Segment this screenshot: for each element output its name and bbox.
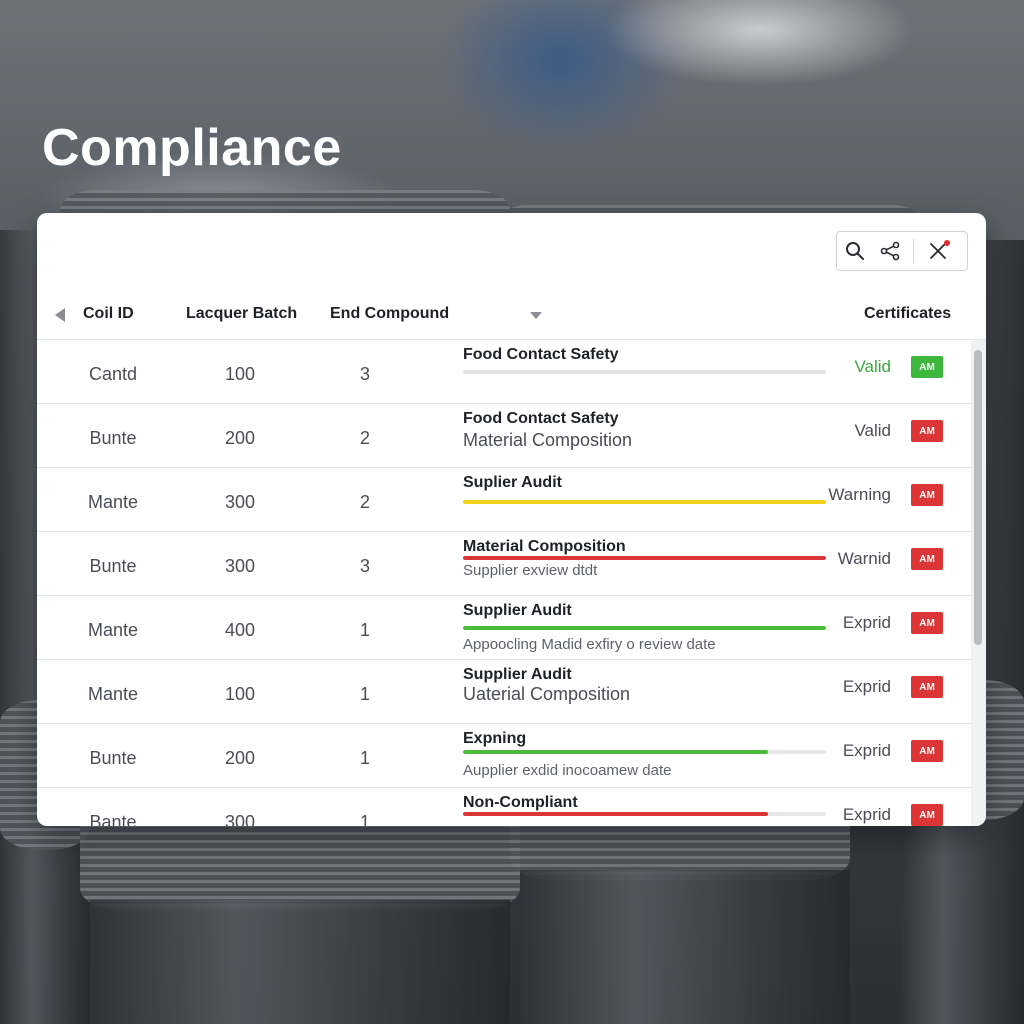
certificate-status: Exprid [842,741,891,760]
table-row[interactable]: Bunte 200 1 Expning Aupplier exdid inocoamew… [37,724,971,788]
certificate-title: Supplier Audit [463,666,572,683]
certificate-badge-button[interactable]: AM [911,612,943,634]
page-title: Compliance [42,119,342,177]
coil-id-cell: Cantd [88,364,138,384]
search-icon [846,242,864,260]
certificate-detail: Appoocling Madid exfiry o review date [463,636,716,653]
coil-id-cell: Mante [87,684,139,704]
column-header-coil-id[interactable]: Coil ID [83,305,134,322]
certificate-title: Suplier Audit [463,474,562,491]
share-button[interactable] [873,232,909,270]
certificate-badge-button[interactable]: AM [911,420,943,442]
certificate-detail: Material Composition [463,430,633,450]
search-button[interactable] [837,232,873,270]
certificate-badge-button[interactable]: AM [911,676,943,698]
panel-toolbar [836,231,968,271]
certificate-progress-fill [463,500,826,504]
lacquer-batch-cell: 400 [224,620,256,640]
coil-id-cell: Bunte [89,428,137,448]
collapse-arrow-icon[interactable] [55,308,65,322]
table-header: Coil ID Lacquer Batch End Compound Certi… [37,293,986,340]
coil-id-cell: Bunte [89,556,137,576]
certificate-title: Food Contact Safety [463,346,619,363]
certificate-badge-button[interactable]: AM [911,740,943,762]
table-row[interactable]: Cantd 100 3 Food Contact Safety Valid AM [37,340,971,404]
lacquer-batch-cell: 200 [224,428,256,448]
sort-dropdown-icon[interactable] [530,312,542,319]
coil-id-cell: Bunte [89,748,137,768]
certificate-status: Valid [854,421,891,440]
close-icon [930,243,946,259]
table-body: Cantd 100 3 Food Contact Safety Valid AM Bunte… [37,340,971,826]
certificate-badge-button[interactable]: AM [911,548,943,570]
scrollbar-thumb[interactable] [974,350,982,645]
certificate-progress-fill [463,812,768,816]
table-row[interactable]: Mante 300 2 Suplier Audit Warning AM [37,468,971,532]
certificate-title: Food Contact Safety [463,410,619,427]
scrollbar[interactable] [971,340,986,826]
end-compound-cell: 3 [359,364,370,384]
coil-id-cell: Bante [89,812,137,826]
certificate-progress-fill [463,750,768,754]
table-row[interactable]: Bunte 200 2 Food Contact Safety Material Com… [37,404,971,468]
lacquer-batch-cell: 300 [224,812,256,826]
end-compound-cell: 1 [359,748,370,768]
certificate-status: Exprid [842,805,891,824]
certificate-progress-fill [463,370,826,374]
lacquer-batch-cell: 200 [224,748,256,768]
certificate-progress-bar [463,750,826,754]
certificate-detail: Supplier exview dtdt [463,562,598,579]
lacquer-batch-cell: 300 [224,556,256,576]
end-compound-cell: 1 [359,620,370,640]
certificate-title: Expning [463,730,527,747]
certificate-status: Exprid [842,613,891,632]
coil-id-cell: Mante [87,492,139,512]
table-row[interactable]: Mante 400 1 Supplier Audit Appoocling Madid … [37,596,971,660]
certificate-title: Non-Compliant [463,794,578,811]
certificate-progress-fill [463,626,826,630]
certificate-badge-button[interactable]: AM [911,484,943,506]
end-compound-cell: 3 [359,556,370,576]
end-compound-cell: 1 [359,812,370,826]
certificate-detail: Aupplier exdid inocoamew date [463,762,672,779]
notification-dot [944,240,950,246]
certificate-progress-bar [463,500,826,504]
certificate-progress-bar [463,370,826,374]
certificate-status: Exprid [842,677,891,696]
close-button[interactable] [920,232,956,270]
certificate-badge-button[interactable]: AM [911,804,943,826]
lacquer-batch-cell: 100 [224,684,256,704]
certificate-title: Supplier Audit [463,602,572,619]
column-header-certificates[interactable]: Certificates [864,305,952,322]
certificate-detail: Uaterial Composition [463,684,631,704]
certificate-badge-button[interactable]: AM [911,356,943,378]
table-row[interactable]: Bante 300 1 Non-Compliant Exprid AM [37,788,971,826]
certificate-progress-bar [463,626,826,630]
certificate-status: Warning [828,485,891,504]
certificate-status: Valid [854,357,891,376]
table-row[interactable]: Bunte 300 3 Material Composition Supplier ex… [37,532,971,596]
certificate-progress-bar [463,556,826,560]
certificate-progress-bar [463,812,826,816]
coil-id-cell: Mante [87,620,139,640]
share-icon [880,241,900,261]
end-compound-cell: 1 [359,684,370,704]
certificate-status: Warnid [837,549,891,568]
column-header-lacquer-batch[interactable]: Lacquer Batch [186,305,298,322]
end-compound-cell: 2 [359,492,370,512]
compliance-panel: Coil ID Lacquer Batch End Compound Certi… [37,213,986,826]
lacquer-batch-cell: 300 [224,492,256,512]
certificate-progress-fill [463,556,826,560]
table-row[interactable]: Mante 100 1 Supplier Audit Uaterial Composit… [37,660,971,724]
toolbar-divider [913,239,914,263]
column-header-end-compound[interactable]: End Compound [330,305,450,322]
certificate-title: Material Composition [463,538,626,555]
lacquer-batch-cell: 100 [224,364,256,384]
end-compound-cell: 2 [359,428,370,448]
